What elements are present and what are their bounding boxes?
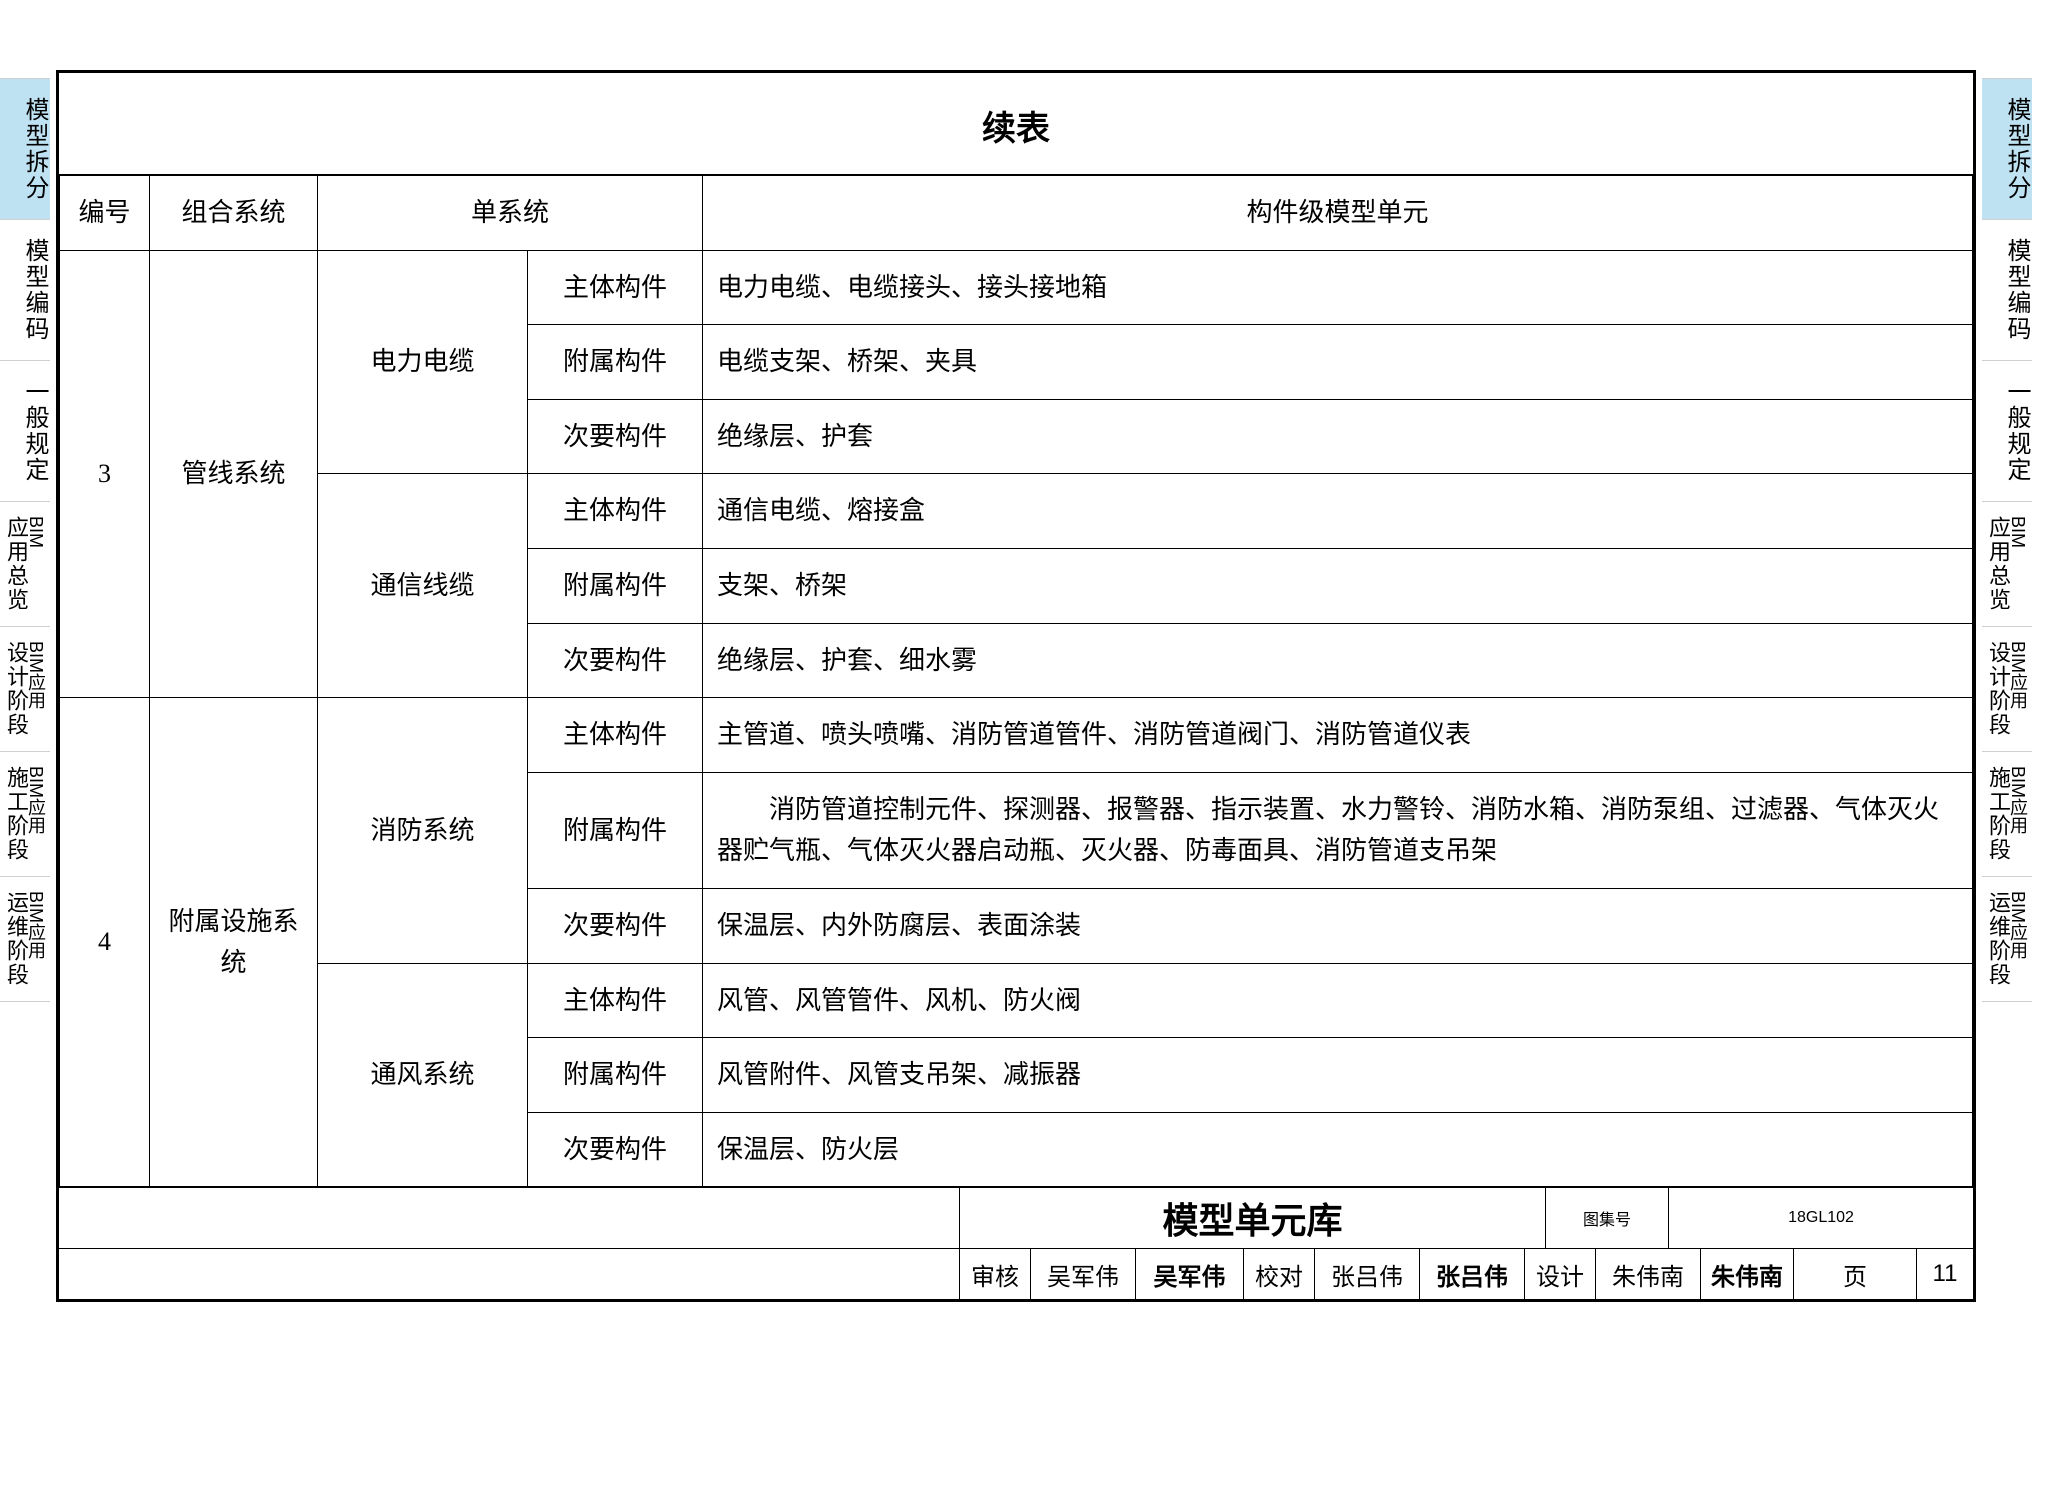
side-tab-0[interactable]: 模型拆分 (0, 78, 50, 220)
side-tab-2[interactable]: 一般规定 (1982, 361, 2032, 502)
cell-items: 消防管道控制元件、探测器、报警器、指示装置、水力警铃、消防水箱、消防泵组、过滤器… (703, 772, 1973, 888)
cell-items: 风管附件、风管支吊架、减振器 (703, 1038, 1973, 1113)
cell-items: 支架、桥架 (703, 548, 1973, 623)
review-signature: 吴军伟 (1136, 1249, 1244, 1299)
side-tab-3[interactable]: 应用总览BIM (0, 502, 50, 627)
col-components: 构件级模型单元 (703, 176, 1973, 251)
check-label: 校对 (1244, 1249, 1315, 1299)
review-label: 审核 (960, 1249, 1031, 1299)
side-tab-6[interactable]: 运维阶段BIM应用 (1982, 877, 2032, 1002)
col-combo: 组合系统 (150, 176, 318, 251)
cell-level: 次要构件 (528, 888, 703, 963)
check-signature: 张吕伟 (1420, 1249, 1525, 1299)
cell-subsystem: 消防系统 (318, 698, 528, 963)
left-side-tabs: 模型拆分模型编码一般规定应用总览BIM设计阶段BIM应用施工阶段BIM应用运维阶… (0, 78, 50, 1002)
cell-level: 次要构件 (528, 1112, 703, 1187)
page-number: 11 (1917, 1249, 1973, 1299)
cell-items: 绝缘层、护套 (703, 399, 1973, 474)
library-title: 模型单元库 (960, 1188, 1546, 1248)
cell-subsystem: 通风系统 (318, 963, 528, 1187)
design-name: 朱伟南 (1596, 1249, 1701, 1299)
right-side-tabs: 模型拆分模型编码一般规定应用总览BIM设计阶段BIM应用施工阶段BIM应用运维阶… (1982, 78, 2032, 1002)
page-label: 页 (1794, 1249, 1917, 1299)
side-tab-3[interactable]: 应用总览BIM (1982, 502, 2032, 627)
cell-level: 次要构件 (528, 623, 703, 698)
cell-level: 附属构件 (528, 548, 703, 623)
cell-level: 附属构件 (528, 325, 703, 400)
cell-items: 保温层、防火层 (703, 1112, 1973, 1187)
table-header-row: 编号 组合系统 单系统 构件级模型单元 (60, 176, 1973, 251)
cell-subsystem: 电力电缆 (318, 250, 528, 474)
cell-level: 主体构件 (528, 698, 703, 773)
col-number: 编号 (60, 176, 150, 251)
model-unit-table: 编号 组合系统 单系统 构件级模型单元 3管线系统电力电缆主体构件电力电缆、电缆… (59, 175, 1973, 1187)
atlas-label: 图集号 (1546, 1188, 1669, 1248)
cell-subsystem: 通信线缆 (318, 474, 528, 698)
cell-items: 主管道、喷头喷嘴、消防管道管件、消防管道阀门、消防管道仪表 (703, 698, 1973, 773)
cell-level: 附属构件 (528, 772, 703, 888)
cell-number: 3 (60, 250, 150, 698)
col-subsystem: 单系统 (318, 176, 703, 251)
review-name: 吴军伟 (1031, 1249, 1136, 1299)
table-row: 3管线系统电力电缆主体构件电力电缆、电缆接头、接头接地箱 (60, 250, 1973, 325)
table-row: 通风系统主体构件风管、风管管件、风机、防火阀 (60, 963, 1973, 1038)
table-row: 4附属设施系统消防系统主体构件主管道、喷头喷嘴、消防管道管件、消防管道阀门、消防… (60, 698, 1973, 773)
side-tab-1[interactable]: 模型编码 (0, 220, 50, 361)
cell-items: 保温层、内外防腐层、表面涂装 (703, 888, 1973, 963)
side-tab-4[interactable]: 设计阶段BIM应用 (0, 627, 50, 752)
side-tab-2[interactable]: 一般规定 (0, 361, 50, 502)
side-tab-5[interactable]: 施工阶段BIM应用 (0, 752, 50, 877)
side-tab-4[interactable]: 设计阶段BIM应用 (1982, 627, 2032, 752)
side-tab-5[interactable]: 施工阶段BIM应用 (1982, 752, 2032, 877)
cell-items: 电力电缆、电缆接头、接头接地箱 (703, 250, 1973, 325)
side-tab-0[interactable]: 模型拆分 (1982, 78, 2032, 220)
table-title: 续表 (59, 73, 1973, 175)
atlas-number: 18GL102 (1669, 1188, 1973, 1248)
cell-level: 附属构件 (528, 1038, 703, 1113)
cell-items: 风管、风管管件、风机、防火阀 (703, 963, 1973, 1038)
title-block: 模型单元库 图集号 18GL102 审核 吴军伟 吴军伟 校对 张吕伟 张吕伟 … (59, 1187, 1973, 1299)
cell-level: 主体构件 (528, 474, 703, 549)
cell-level: 次要构件 (528, 399, 703, 474)
drawing-sheet: 续表 编号 组合系统 单系统 构件级模型单元 3管线系统电力电缆主体构件电力电缆… (56, 70, 1976, 1302)
cell-combo: 管线系统 (150, 250, 318, 698)
cell-combo: 附属设施系统 (150, 698, 318, 1187)
side-tab-1[interactable]: 模型编码 (1982, 220, 2032, 361)
cell-number: 4 (60, 698, 150, 1187)
check-name: 张吕伟 (1315, 1249, 1420, 1299)
cell-items: 通信电缆、熔接盒 (703, 474, 1973, 549)
cell-level: 主体构件 (528, 963, 703, 1038)
cell-level: 主体构件 (528, 250, 703, 325)
design-signature: 朱伟南 (1701, 1249, 1794, 1299)
cell-items: 绝缘层、护套、细水雾 (703, 623, 1973, 698)
table-row: 通信线缆主体构件通信电缆、熔接盒 (60, 474, 1973, 549)
cell-items: 电缆支架、桥架、夹具 (703, 325, 1973, 400)
design-label: 设计 (1525, 1249, 1596, 1299)
side-tab-6[interactable]: 运维阶段BIM应用 (0, 877, 50, 1002)
